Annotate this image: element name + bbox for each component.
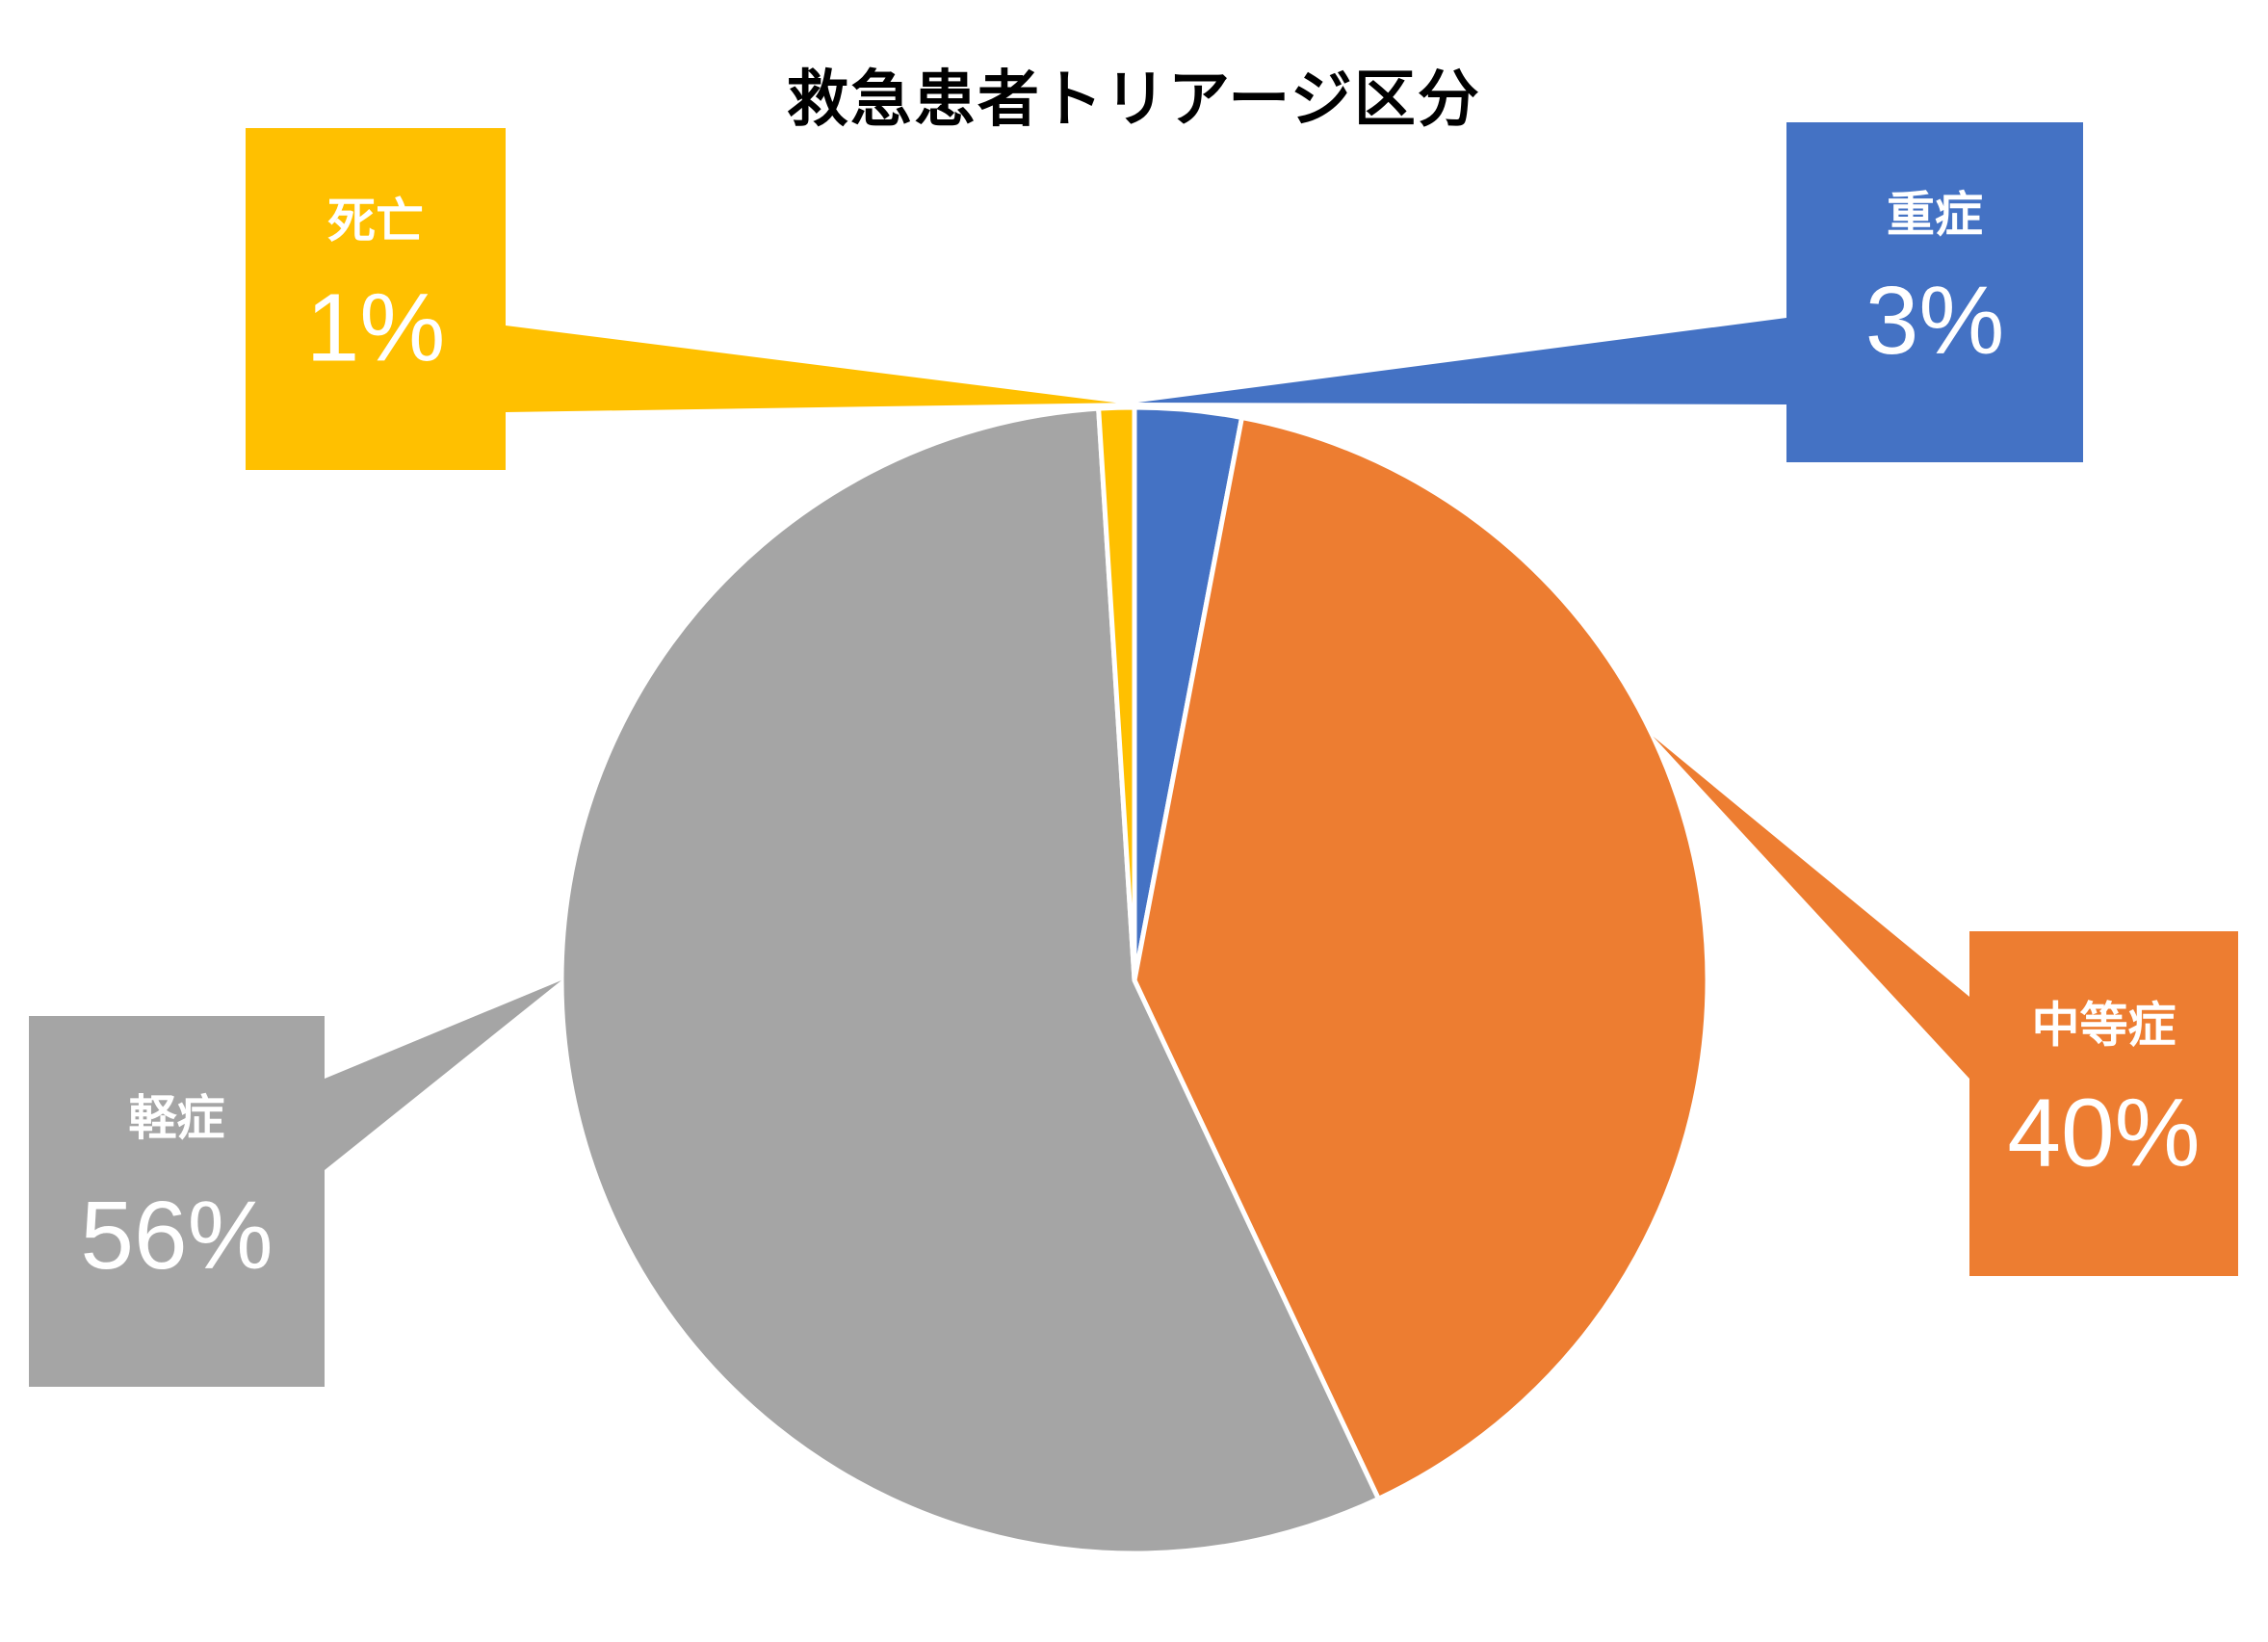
pie-slice-2: [1132, 414, 1710, 1502]
callout-box-3: [29, 1016, 325, 1387]
pie-slice-4: [1095, 404, 1137, 981]
chart-title: 救急患者トリアージ区分: [787, 65, 1481, 136]
callout-pointer-2: [1653, 736, 1969, 1079]
callout-category-label: 中等症: [2032, 998, 2177, 1054]
callout-pointer-4: [506, 326, 1117, 412]
callout-percent-label: 1%: [306, 274, 446, 381]
callout-category-label: 死亡: [327, 194, 424, 249]
callout-percent-label: 40%: [2007, 1079, 2200, 1186]
pie-slice-3: [559, 405, 1382, 1556]
callout-box-2: [1969, 931, 2238, 1276]
callout-percent-label: 56%: [80, 1182, 273, 1290]
callout-box-4: [246, 128, 506, 470]
callout-box-1: [1786, 122, 2083, 462]
callout-pointer-1: [1137, 318, 1786, 404]
callout-category-label: 重症: [1887, 187, 1983, 243]
callout-category-label: 軽症: [129, 1090, 225, 1146]
callout-pointer-3: [325, 980, 561, 1170]
callout-percent-label: 3%: [1865, 267, 2005, 375]
